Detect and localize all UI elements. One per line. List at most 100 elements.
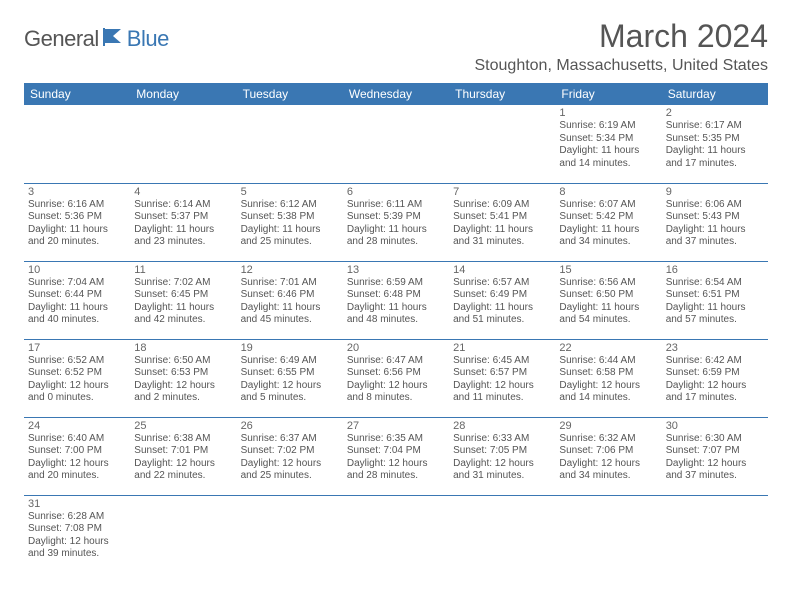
dayname-tue: Tuesday bbox=[237, 83, 343, 105]
logo-text-blue: Blue bbox=[127, 26, 169, 52]
day-number: 30 bbox=[666, 420, 764, 432]
calendar-cell bbox=[237, 105, 343, 183]
day-info: Sunrise: 7:04 AMSunset: 6:44 PMDaylight:… bbox=[28, 277, 126, 327]
sunrise-text: Sunrise: 6:59 AM bbox=[347, 277, 445, 290]
day-info: Sunrise: 6:52 AMSunset: 6:52 PMDaylight:… bbox=[28, 355, 126, 405]
calendar-cell: 27Sunrise: 6:35 AMSunset: 7:04 PMDayligh… bbox=[343, 417, 449, 495]
sunrise-text: Sunrise: 7:04 AM bbox=[28, 277, 126, 290]
day-number: 17 bbox=[28, 342, 126, 354]
daylight-text: Daylight: 12 hours and 2 minutes. bbox=[134, 380, 232, 405]
calendar-cell: 17Sunrise: 6:52 AMSunset: 6:52 PMDayligh… bbox=[24, 339, 130, 417]
calendar-cell: 19Sunrise: 6:49 AMSunset: 6:55 PMDayligh… bbox=[237, 339, 343, 417]
day-info: Sunrise: 6:28 AMSunset: 7:08 PMDaylight:… bbox=[28, 511, 126, 561]
day-number: 6 bbox=[347, 186, 445, 198]
daylight-text: Daylight: 11 hours and 54 minutes. bbox=[559, 302, 657, 327]
day-number: 16 bbox=[666, 264, 764, 276]
sunrise-text: Sunrise: 6:49 AM bbox=[241, 355, 339, 368]
day-info: Sunrise: 6:11 AMSunset: 5:39 PMDaylight:… bbox=[347, 199, 445, 249]
sunrise-text: Sunrise: 6:11 AM bbox=[347, 199, 445, 212]
day-number: 19 bbox=[241, 342, 339, 354]
day-info: Sunrise: 6:40 AMSunset: 7:00 PMDaylight:… bbox=[28, 433, 126, 483]
daylight-text: Daylight: 11 hours and 48 minutes. bbox=[347, 302, 445, 327]
calendar-cell bbox=[449, 105, 555, 183]
daylight-text: Daylight: 11 hours and 45 minutes. bbox=[241, 302, 339, 327]
daylight-text: Daylight: 11 hours and 23 minutes. bbox=[134, 224, 232, 249]
day-number: 12 bbox=[241, 264, 339, 276]
dayname-thu: Thursday bbox=[449, 83, 555, 105]
sunset-text: Sunset: 6:52 PM bbox=[28, 367, 126, 380]
sunrise-text: Sunrise: 6:06 AM bbox=[666, 199, 764, 212]
day-info: Sunrise: 6:57 AMSunset: 6:49 PMDaylight:… bbox=[453, 277, 551, 327]
daylight-text: Daylight: 12 hours and 37 minutes. bbox=[666, 458, 764, 483]
calendar-cell: 11Sunrise: 7:02 AMSunset: 6:45 PMDayligh… bbox=[130, 261, 236, 339]
sunrise-text: Sunrise: 6:17 AM bbox=[666, 120, 764, 133]
day-number: 15 bbox=[559, 264, 657, 276]
day-info: Sunrise: 6:09 AMSunset: 5:41 PMDaylight:… bbox=[453, 199, 551, 249]
day-info: Sunrise: 6:16 AMSunset: 5:36 PMDaylight:… bbox=[28, 199, 126, 249]
day-info: Sunrise: 6:37 AMSunset: 7:02 PMDaylight:… bbox=[241, 433, 339, 483]
day-info: Sunrise: 6:44 AMSunset: 6:58 PMDaylight:… bbox=[559, 355, 657, 405]
sunrise-text: Sunrise: 6:30 AM bbox=[666, 433, 764, 446]
daylight-text: Daylight: 12 hours and 39 minutes. bbox=[28, 536, 126, 561]
sunset-text: Sunset: 7:08 PM bbox=[28, 523, 126, 536]
daylight-text: Daylight: 11 hours and 14 minutes. bbox=[559, 145, 657, 170]
sunset-text: Sunset: 6:55 PM bbox=[241, 367, 339, 380]
day-info: Sunrise: 6:42 AMSunset: 6:59 PMDaylight:… bbox=[666, 355, 764, 405]
month-title: March 2024 bbox=[475, 18, 769, 55]
sunrise-text: Sunrise: 6:44 AM bbox=[559, 355, 657, 368]
day-number: 21 bbox=[453, 342, 551, 354]
sunrise-text: Sunrise: 6:07 AM bbox=[559, 199, 657, 212]
day-info: Sunrise: 6:12 AMSunset: 5:38 PMDaylight:… bbox=[241, 199, 339, 249]
calendar-cell: 10Sunrise: 7:04 AMSunset: 6:44 PMDayligh… bbox=[24, 261, 130, 339]
calendar-cell bbox=[449, 495, 555, 573]
day-number: 25 bbox=[134, 420, 232, 432]
sunrise-text: Sunrise: 6:32 AM bbox=[559, 433, 657, 446]
sunset-text: Sunset: 6:53 PM bbox=[134, 367, 232, 380]
sunrise-text: Sunrise: 6:16 AM bbox=[28, 199, 126, 212]
calendar-cell: 2Sunrise: 6:17 AMSunset: 5:35 PMDaylight… bbox=[662, 105, 768, 183]
sunset-text: Sunset: 5:36 PM bbox=[28, 211, 126, 224]
day-info: Sunrise: 7:02 AMSunset: 6:45 PMDaylight:… bbox=[134, 277, 232, 327]
daylight-text: Daylight: 11 hours and 17 minutes. bbox=[666, 145, 764, 170]
calendar-cell: 8Sunrise: 6:07 AMSunset: 5:42 PMDaylight… bbox=[555, 183, 661, 261]
calendar-row: 17Sunrise: 6:52 AMSunset: 6:52 PMDayligh… bbox=[24, 339, 768, 417]
calendar-table: Sunday Monday Tuesday Wednesday Thursday… bbox=[24, 83, 768, 573]
day-info: Sunrise: 6:33 AMSunset: 7:05 PMDaylight:… bbox=[453, 433, 551, 483]
flag-icon bbox=[103, 27, 125, 52]
calendar-cell: 15Sunrise: 6:56 AMSunset: 6:50 PMDayligh… bbox=[555, 261, 661, 339]
location-text: Stoughton, Massachusetts, United States bbox=[475, 57, 769, 75]
sunrise-text: Sunrise: 6:38 AM bbox=[134, 433, 232, 446]
day-info: Sunrise: 6:19 AMSunset: 5:34 PMDaylight:… bbox=[559, 120, 657, 170]
day-number: 10 bbox=[28, 264, 126, 276]
calendar-cell bbox=[343, 105, 449, 183]
calendar-cell bbox=[555, 495, 661, 573]
calendar-cell: 31Sunrise: 6:28 AMSunset: 7:08 PMDayligh… bbox=[24, 495, 130, 573]
day-info: Sunrise: 6:32 AMSunset: 7:06 PMDaylight:… bbox=[559, 433, 657, 483]
sunrise-text: Sunrise: 7:01 AM bbox=[241, 277, 339, 290]
sunrise-text: Sunrise: 6:37 AM bbox=[241, 433, 339, 446]
daylight-text: Daylight: 11 hours and 37 minutes. bbox=[666, 224, 764, 249]
sunrise-text: Sunrise: 6:35 AM bbox=[347, 433, 445, 446]
daylight-text: Daylight: 11 hours and 34 minutes. bbox=[559, 224, 657, 249]
day-number: 22 bbox=[559, 342, 657, 354]
calendar-cell bbox=[662, 495, 768, 573]
calendar-cell bbox=[24, 105, 130, 183]
calendar-cell: 6Sunrise: 6:11 AMSunset: 5:39 PMDaylight… bbox=[343, 183, 449, 261]
day-number: 29 bbox=[559, 420, 657, 432]
calendar-cell: 24Sunrise: 6:40 AMSunset: 7:00 PMDayligh… bbox=[24, 417, 130, 495]
sunset-text: Sunset: 6:56 PM bbox=[347, 367, 445, 380]
day-number: 3 bbox=[28, 186, 126, 198]
day-info: Sunrise: 7:01 AMSunset: 6:46 PMDaylight:… bbox=[241, 277, 339, 327]
calendar-row: 31Sunrise: 6:28 AMSunset: 7:08 PMDayligh… bbox=[24, 495, 768, 573]
daylight-text: Daylight: 12 hours and 22 minutes. bbox=[134, 458, 232, 483]
calendar-cell: 12Sunrise: 7:01 AMSunset: 6:46 PMDayligh… bbox=[237, 261, 343, 339]
calendar-cell: 9Sunrise: 6:06 AMSunset: 5:43 PMDaylight… bbox=[662, 183, 768, 261]
sunrise-text: Sunrise: 7:02 AM bbox=[134, 277, 232, 290]
sunset-text: Sunset: 7:07 PM bbox=[666, 445, 764, 458]
sunrise-text: Sunrise: 6:40 AM bbox=[28, 433, 126, 446]
sunset-text: Sunset: 6:49 PM bbox=[453, 289, 551, 302]
daylight-text: Daylight: 11 hours and 20 minutes. bbox=[28, 224, 126, 249]
sunrise-text: Sunrise: 6:47 AM bbox=[347, 355, 445, 368]
day-number: 23 bbox=[666, 342, 764, 354]
daylight-text: Daylight: 11 hours and 31 minutes. bbox=[453, 224, 551, 249]
